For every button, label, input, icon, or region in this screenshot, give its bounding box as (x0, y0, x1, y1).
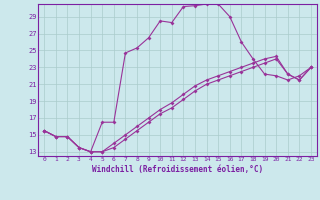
X-axis label: Windchill (Refroidissement éolien,°C): Windchill (Refroidissement éolien,°C) (92, 165, 263, 174)
